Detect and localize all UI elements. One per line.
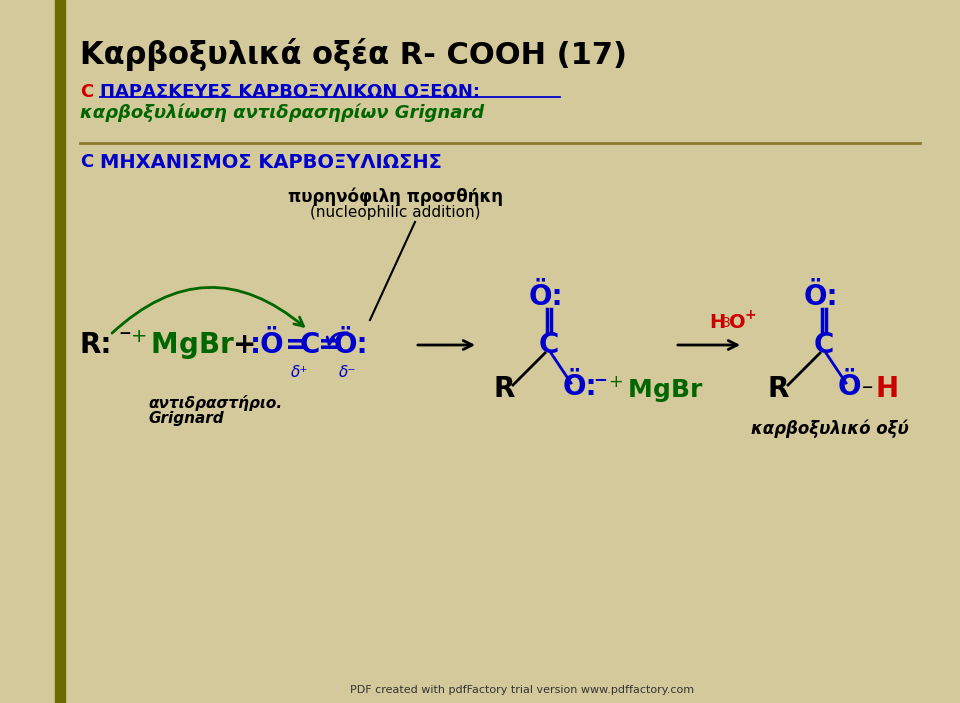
Text: –: – bbox=[862, 377, 874, 397]
Text: ΜΗΧΑΝΙΣΜΟΣ ΚΑΡΒΟΞΥΛΙΩΣΗΣ: ΜΗΧΑΝΙΣΜΟΣ ΚΑΡΒΟΞΥΛΙΩΣΗΣ bbox=[100, 153, 442, 172]
Text: Ö: Ö bbox=[838, 373, 861, 401]
Text: =: = bbox=[285, 331, 308, 359]
Text: αντιδραστήριο.: αντιδραστήριο. bbox=[148, 395, 282, 411]
Text: C: C bbox=[539, 331, 560, 359]
Text: πυρηνόφιλη προσθήκη: πυρηνόφιλη προσθήκη bbox=[287, 188, 502, 207]
Text: =: = bbox=[318, 331, 342, 359]
Text: H: H bbox=[709, 314, 725, 333]
Text: (nucleophilic addition): (nucleophilic addition) bbox=[310, 205, 480, 220]
Text: Ö:: Ö: bbox=[563, 373, 598, 401]
Text: ΠΑΡΑΣΚΕΥΕΣ ΚΑΡΒΟΞΥΛΙΚΩΝ ΟΞΕΩΝ:: ΠΑΡΑΣΚΕΥΕΣ ΚΑΡΒΟΞΥΛΙΚΩΝ ΟΞΕΩΝ: bbox=[100, 83, 480, 101]
Text: δ⁺: δ⁺ bbox=[291, 365, 309, 380]
Text: δ⁻: δ⁻ bbox=[339, 365, 357, 380]
Text: καρβοξυλίωση αντιδρασηρίων Grignard: καρβοξυλίωση αντιδρασηρίων Grignard bbox=[80, 103, 484, 122]
Text: 3: 3 bbox=[722, 316, 731, 330]
Text: −: − bbox=[118, 326, 131, 342]
Text: $^+$MgBr: $^+$MgBr bbox=[605, 374, 704, 404]
Text: R: R bbox=[768, 375, 789, 403]
Text: −: − bbox=[593, 370, 607, 388]
FancyArrowPatch shape bbox=[112, 288, 303, 333]
Text: $^+$MgBr: $^+$MgBr bbox=[126, 328, 235, 362]
Text: H: H bbox=[875, 375, 899, 403]
Text: καρβοξυλικό οξύ: καρβοξυλικό οξύ bbox=[751, 420, 909, 439]
Text: Grignard: Grignard bbox=[148, 411, 224, 426]
Text: :Ö: :Ö bbox=[250, 331, 284, 359]
Text: O: O bbox=[729, 314, 746, 333]
FancyArrowPatch shape bbox=[327, 333, 348, 344]
Text: R: R bbox=[493, 375, 515, 403]
Text: R:: R: bbox=[80, 331, 112, 359]
Text: Ö:: Ö: bbox=[804, 283, 839, 311]
Text: C: C bbox=[80, 153, 93, 171]
Bar bbox=[55, 0, 65, 703]
Text: +: + bbox=[233, 331, 256, 359]
Text: PDF created with pdfFactory trial version www.pdffactory.com: PDF created with pdfFactory trial versio… bbox=[350, 685, 694, 695]
Text: Ö:: Ö: bbox=[529, 283, 564, 311]
Text: Καρβοξυλικά οξέα R- COOH (17): Καρβοξυλικά οξέα R- COOH (17) bbox=[80, 38, 627, 71]
Text: C: C bbox=[814, 331, 834, 359]
Text: C: C bbox=[300, 331, 321, 359]
Text: C: C bbox=[80, 83, 93, 101]
Text: Ö:: Ö: bbox=[334, 331, 369, 359]
Text: +: + bbox=[745, 308, 756, 322]
